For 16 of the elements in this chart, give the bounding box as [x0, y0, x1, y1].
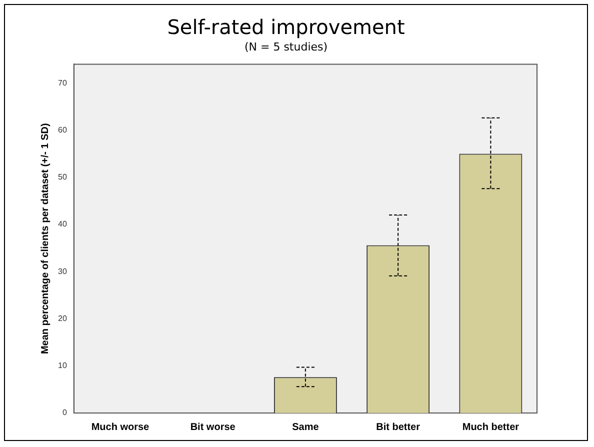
y-tick-label: 0: [62, 408, 68, 418]
chart-title: Self-rated improvement: [167, 15, 405, 40]
y-tick-label: 60: [58, 125, 68, 134]
y-tick-label: 30: [58, 266, 68, 276]
x-tick-label: Same: [292, 422, 320, 433]
y-tick-label: 10: [58, 361, 68, 370]
y-axis-title: Mean percentage of clients per dataset (+/- 1 SD): [40, 123, 51, 354]
x-tick-label: Much better: [462, 422, 520, 433]
y-tick-label: 50: [58, 172, 68, 182]
y-tick-label: 40: [58, 220, 68, 229]
x-tick-label: Bit better: [376, 422, 420, 433]
chart-subtitle: (N = 5 studies): [244, 40, 328, 54]
x-tick-label: Bit worse: [190, 422, 236, 433]
y-tick-label: 20: [58, 314, 68, 323]
y-tick-label: 70: [58, 78, 68, 88]
x-tick-label: Much worse: [91, 422, 150, 433]
